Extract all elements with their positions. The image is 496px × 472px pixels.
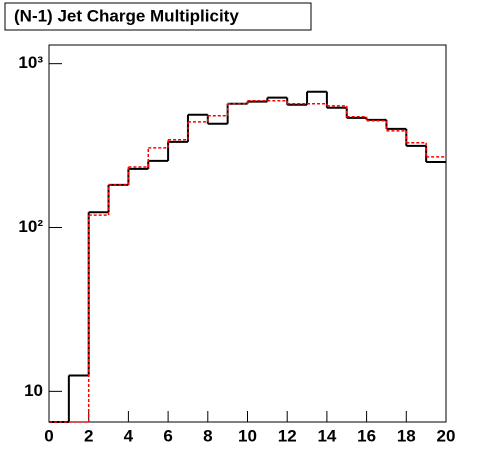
chart-title: (N-1) Jet Charge Multiplicity [14, 6, 239, 25]
x-tick-label: 0 [44, 426, 53, 445]
x-tick-label: 16 [357, 426, 376, 445]
y-tick-label: 10² [18, 217, 43, 236]
x-tick-label: 2 [84, 426, 93, 445]
title-box [4, 2, 312, 31]
x-tick-label: 18 [397, 426, 416, 445]
x-tick-label: 6 [163, 426, 172, 445]
y-tick-label: 10³ [18, 53, 43, 72]
x-tick-label: 12 [278, 426, 297, 445]
x-tick-label: 4 [124, 426, 134, 445]
x-tick-label: 20 [437, 426, 456, 445]
y-tick-label: 10 [24, 381, 43, 400]
x-tick-label: 10 [238, 426, 257, 445]
x-tick-label: 14 [317, 426, 336, 445]
x-tick-label: 8 [203, 426, 212, 445]
